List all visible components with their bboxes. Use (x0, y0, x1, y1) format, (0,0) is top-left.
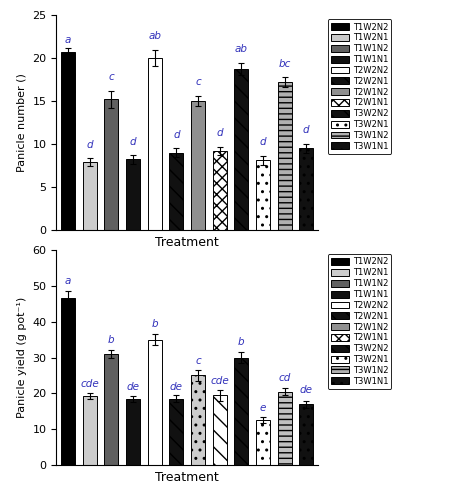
Text: d: d (87, 140, 93, 150)
Bar (234, 69, 249, 230)
Bar (169, 398, 183, 465)
Text: b: b (108, 335, 115, 345)
Bar (256, 420, 270, 465)
Bar (212, 395, 227, 465)
Bar (278, 82, 292, 230)
Text: ab: ab (235, 44, 248, 54)
Text: cde: cde (80, 379, 99, 389)
Text: b: b (238, 337, 245, 347)
Text: c: c (109, 72, 114, 82)
X-axis label: Treatment: Treatment (155, 236, 219, 248)
Text: c: c (195, 356, 201, 366)
Y-axis label: Panicle yield (g pot⁻¹): Panicle yield (g pot⁻¹) (17, 297, 27, 418)
Bar (148, 340, 162, 465)
Bar (212, 151, 227, 230)
Bar (300, 148, 314, 230)
Bar (61, 52, 75, 230)
Text: ab: ab (148, 31, 161, 41)
Text: de: de (170, 382, 183, 392)
Bar (104, 100, 118, 230)
X-axis label: Treatment: Treatment (155, 470, 219, 484)
Text: d: d (303, 126, 310, 136)
Text: d: d (130, 136, 136, 146)
Bar (191, 376, 205, 465)
Bar (191, 101, 205, 230)
Text: b: b (152, 319, 158, 329)
Y-axis label: Panicle number (): Panicle number () (17, 73, 27, 172)
Bar (126, 398, 140, 465)
Text: de: de (126, 382, 139, 392)
Text: c: c (195, 77, 201, 87)
Text: e: e (260, 403, 266, 413)
Text: de: de (300, 385, 313, 395)
Bar (256, 160, 270, 230)
Legend: T1W2N2, T1W2N1, T1W1N2, T1W1N1, T2W2N2, T2W2N1, T2W1N2, T2W1N1, T3W2N2, T3W2N1, : T1W2N2, T1W2N1, T1W1N2, T1W1N1, T2W2N2, … (328, 19, 391, 154)
Text: d: d (216, 128, 223, 138)
Text: bc: bc (278, 59, 291, 69)
Text: a: a (65, 35, 71, 45)
Bar (83, 396, 97, 465)
Text: d: d (173, 130, 180, 140)
Bar (278, 392, 292, 465)
Bar (104, 354, 118, 465)
Bar (83, 162, 97, 230)
Text: cde: cde (210, 376, 229, 386)
Bar (148, 58, 162, 230)
Bar (61, 298, 75, 465)
Bar (300, 404, 314, 465)
Bar (169, 152, 183, 230)
Text: d: d (260, 138, 266, 147)
Legend: T1W2N2, T1W2N1, T1W1N2, T1W1N1, T2W2N2, T2W2N1, T2W1N2, T2W1N1, T3W2N2, T3W2N1, : T1W2N2, T1W2N1, T1W1N2, T1W1N1, T2W2N2, … (328, 254, 391, 389)
Text: cd: cd (278, 372, 291, 382)
Bar (126, 160, 140, 230)
Text: a: a (65, 276, 71, 286)
Bar (234, 358, 249, 465)
